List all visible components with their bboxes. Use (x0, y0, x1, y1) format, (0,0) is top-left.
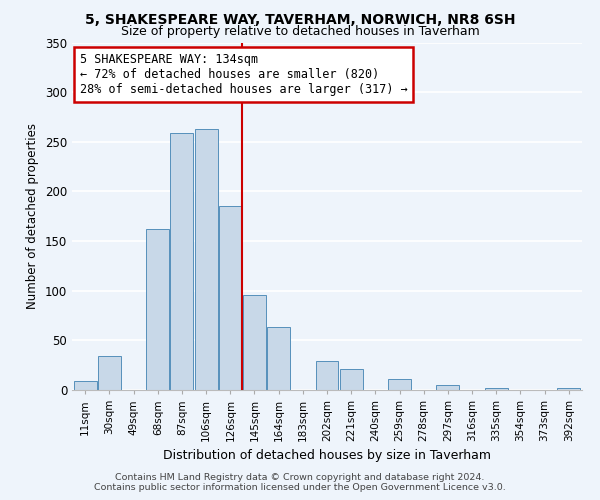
Bar (146, 229, 169, 390)
Bar (267, 328, 290, 390)
X-axis label: Distribution of detached houses by size in Taverham: Distribution of detached houses by size … (163, 450, 491, 462)
Bar (74, 381, 97, 390)
Bar (436, 385, 460, 390)
Bar (316, 361, 338, 390)
Bar (243, 294, 266, 390)
Text: 5, SHAKESPEARE WAY, TAVERHAM, NORWICH, NR8 6SH: 5, SHAKESPEARE WAY, TAVERHAM, NORWICH, N… (85, 12, 515, 26)
Text: Size of property relative to detached houses in Taverham: Size of property relative to detached ho… (121, 25, 479, 38)
Bar (485, 388, 508, 390)
Bar (194, 129, 218, 390)
Y-axis label: Number of detached properties: Number of detached properties (26, 123, 40, 309)
Text: Contains HM Land Registry data © Crown copyright and database right 2024.
Contai: Contains HM Land Registry data © Crown c… (94, 473, 506, 492)
Bar (388, 379, 411, 390)
Bar (557, 388, 580, 390)
Bar (340, 369, 362, 390)
Bar (98, 356, 121, 390)
Bar (170, 133, 193, 390)
Bar (219, 206, 242, 390)
Text: 5 SHAKESPEARE WAY: 134sqm
← 72% of detached houses are smaller (820)
28% of semi: 5 SHAKESPEARE WAY: 134sqm ← 72% of detac… (80, 53, 407, 96)
